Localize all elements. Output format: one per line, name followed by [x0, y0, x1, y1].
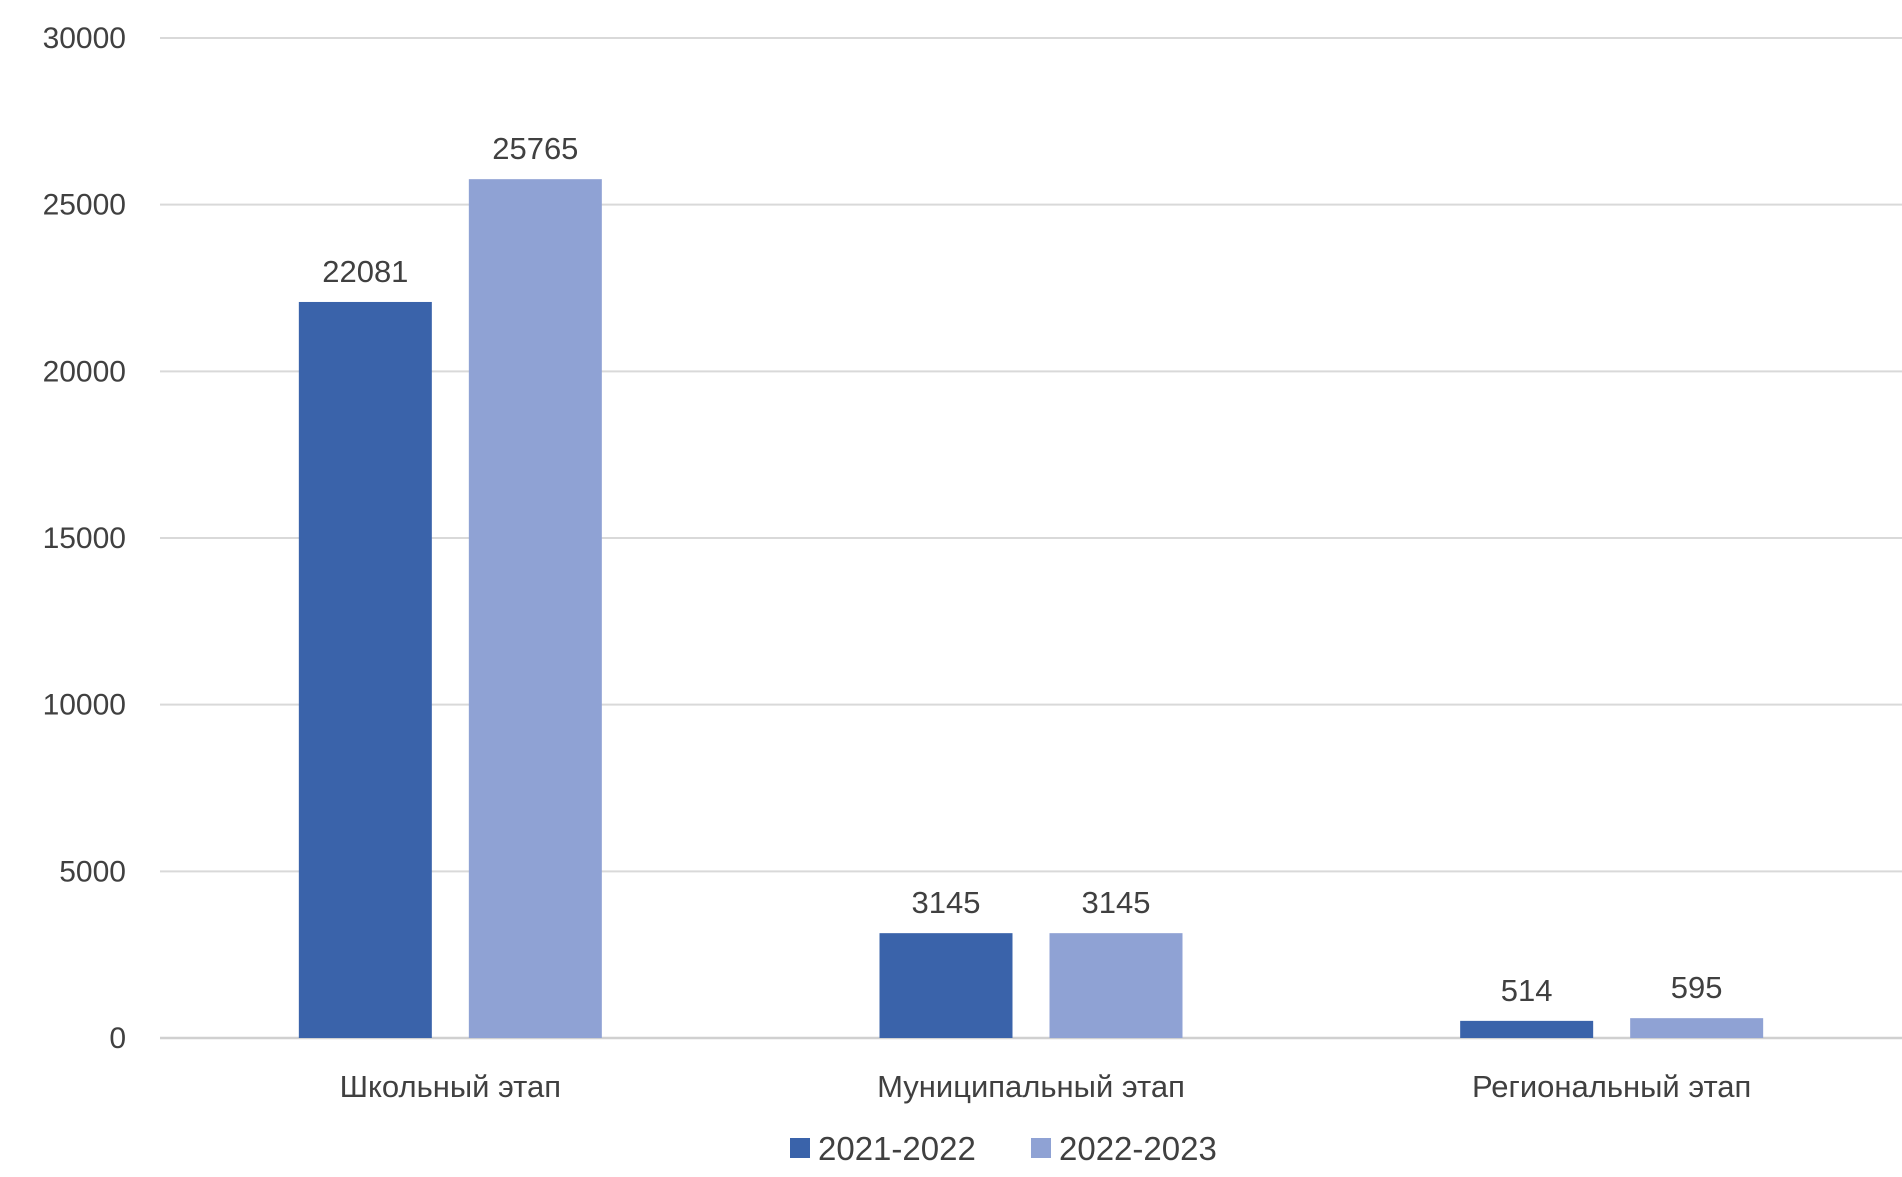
legend-label: 2022-2023 [1059, 1130, 1217, 1167]
category-label: Муниципальный этап [877, 1069, 1185, 1104]
legend-label: 2021-2022 [818, 1130, 976, 1167]
bar [298, 301, 432, 1038]
legend-swatch [1031, 1138, 1051, 1158]
data-label: 25765 [492, 131, 578, 166]
data-label: 514 [1501, 973, 1553, 1008]
data-label: 22081 [322, 254, 408, 289]
gridlines [160, 37, 1902, 1040]
y-tick-label: 0 [109, 1022, 126, 1055]
bar [1049, 933, 1183, 1038]
bar [468, 179, 602, 1038]
bar [1460, 1020, 1594, 1038]
y-tick-label: 5000 [59, 855, 126, 888]
legend-swatch [790, 1138, 810, 1158]
data-labels: 22081 25765 3145 3145 514 595 [322, 131, 1722, 1008]
bar [1630, 1018, 1764, 1038]
y-tick-label: 15000 [43, 522, 126, 555]
bars [298, 179, 1764, 1038]
y-axis-tick-labels: 0 5000 10000 15000 20000 25000 30000 [43, 22, 126, 1055]
category-label: Региональный этап [1472, 1069, 1751, 1104]
legend: 2021-2022 2022-2023 [790, 1130, 1217, 1167]
y-tick-label: 10000 [43, 689, 126, 722]
data-label: 3145 [912, 885, 981, 920]
y-tick-label: 25000 [43, 189, 126, 222]
y-tick-label: 20000 [43, 355, 126, 388]
category-label: Школьный этап [340, 1069, 561, 1104]
category-labels: Школьный этап Муниципальный этап Региональ… [340, 1069, 1752, 1104]
y-tick-label: 30000 [43, 22, 126, 55]
data-label: 3145 [1082, 885, 1151, 920]
data-label: 595 [1671, 970, 1723, 1005]
bar [879, 933, 1013, 1038]
